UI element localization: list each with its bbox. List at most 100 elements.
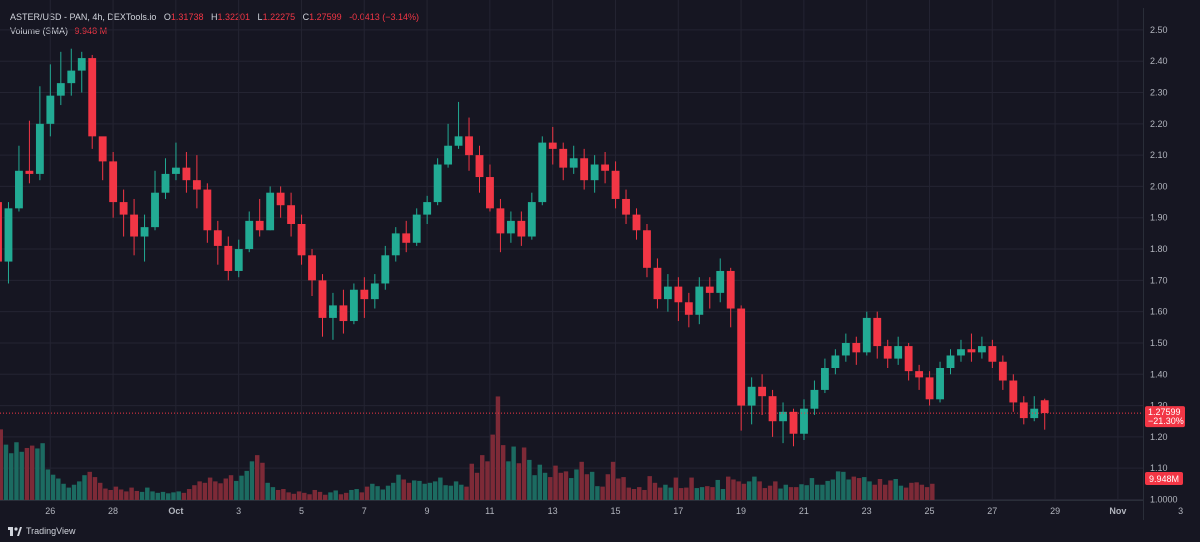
volume-bar [207, 477, 213, 500]
tradingview-brand[interactable]: TradingView [8, 526, 76, 536]
volume-bar [752, 476, 757, 500]
volume-bar [835, 471, 841, 500]
candle-body [569, 158, 578, 168]
volume-bar [495, 396, 501, 500]
volume-bar [705, 486, 710, 500]
volume-bar [443, 485, 448, 500]
x-tick-label: 28 [108, 506, 118, 516]
candle-body [192, 180, 201, 190]
volume-bar [783, 484, 789, 500]
y-tick-label: 2.10 [1150, 150, 1168, 160]
y-tick-label: 1.50 [1150, 338, 1168, 348]
volume-bar [14, 442, 19, 500]
y-tick-label: 1.70 [1150, 275, 1168, 285]
candle-body [904, 346, 913, 372]
volume-bar [725, 476, 731, 500]
x-tick-label: 13 [548, 506, 558, 516]
price-series [0, 48, 1049, 447]
candle-body [4, 208, 13, 262]
candle-body [77, 58, 86, 71]
volume-bar [87, 471, 92, 500]
candle-body [213, 230, 222, 246]
candle-body [224, 245, 233, 271]
candle-body [653, 267, 662, 300]
volume-bar [893, 479, 898, 500]
volume-bar [223, 478, 229, 500]
volume-bar [684, 487, 689, 500]
volume-bar [438, 477, 443, 500]
candle [915, 364, 924, 390]
x-tick-label: 15 [610, 506, 620, 516]
candle [988, 339, 997, 368]
price-tag-change: −21.30% [1148, 416, 1184, 426]
candle [653, 258, 662, 309]
candle [663, 274, 672, 312]
candle-body [1009, 380, 1018, 403]
candle-body [234, 249, 243, 271]
candle-body [695, 286, 704, 315]
candle [4, 202, 13, 284]
volume-bar [92, 477, 98, 500]
candle-body [349, 289, 358, 322]
candle [674, 277, 683, 322]
volume-bar [820, 484, 825, 500]
candle-body [46, 95, 55, 124]
candle [402, 220, 411, 253]
candle [391, 227, 400, 262]
candle [904, 342, 913, 381]
volume-bar [841, 471, 846, 500]
volume-bar [197, 481, 202, 500]
candle-body [632, 214, 641, 231]
volume-bar [678, 488, 684, 500]
legend-open-label: O [163, 12, 171, 22]
candle [172, 142, 180, 181]
candle-body [287, 205, 296, 224]
candle-body [109, 161, 118, 203]
candle-body [370, 283, 379, 300]
volume-bar [490, 434, 495, 500]
candle-body [779, 411, 787, 422]
volume-bar [867, 481, 872, 500]
candle-body [172, 167, 180, 174]
volume-bar [270, 487, 276, 500]
candle-body [0, 202, 2, 262]
candle [632, 208, 641, 240]
price-axis-bg [1143, 0, 1200, 542]
volume-bar [548, 477, 553, 500]
time-axis[interactable]: 242628Oct357911131517192123252729Nov35 [0, 500, 1200, 517]
x-tick-label: 19 [736, 506, 746, 516]
volume-bar [448, 485, 454, 500]
volume-bar [66, 487, 72, 500]
volume-bar [406, 482, 412, 500]
volume-bar [9, 453, 14, 500]
candle [234, 239, 243, 278]
candle-body [130, 214, 139, 237]
legend-volume-value: 9.948 M [74, 26, 108, 36]
volume-bar [35, 448, 40, 500]
candle-body [182, 167, 191, 181]
volume-bar [192, 485, 197, 500]
price-axis[interactable]: 2.50 2.40 2.30 2.20 2.10 2.00 1.90 1.80 1.70 1.60… [1143, 0, 1200, 542]
volume-bar [40, 443, 45, 500]
candle-body [297, 224, 306, 256]
candle-body [98, 136, 107, 162]
y-tick-label: 2.40 [1150, 56, 1168, 66]
volume-bar [228, 475, 234, 500]
candle-body [161, 173, 170, 193]
candle [977, 336, 986, 359]
y-tick-label: 1.40 [1150, 369, 1168, 379]
volume-bar [500, 445, 506, 500]
volume-bar [856, 478, 862, 500]
candle-body [862, 317, 871, 353]
legend-low: 1.22275 [262, 12, 296, 22]
volume-bar [584, 474, 590, 500]
candle-body [810, 389, 819, 409]
volume-bar [82, 475, 87, 500]
legend-volume-label: Volume (SMA) [10, 26, 69, 36]
candle-body [548, 142, 557, 149]
volume-bar [50, 474, 56, 500]
volume-bar [453, 481, 459, 500]
volume-bar [265, 482, 270, 500]
volume-bar [333, 490, 338, 500]
